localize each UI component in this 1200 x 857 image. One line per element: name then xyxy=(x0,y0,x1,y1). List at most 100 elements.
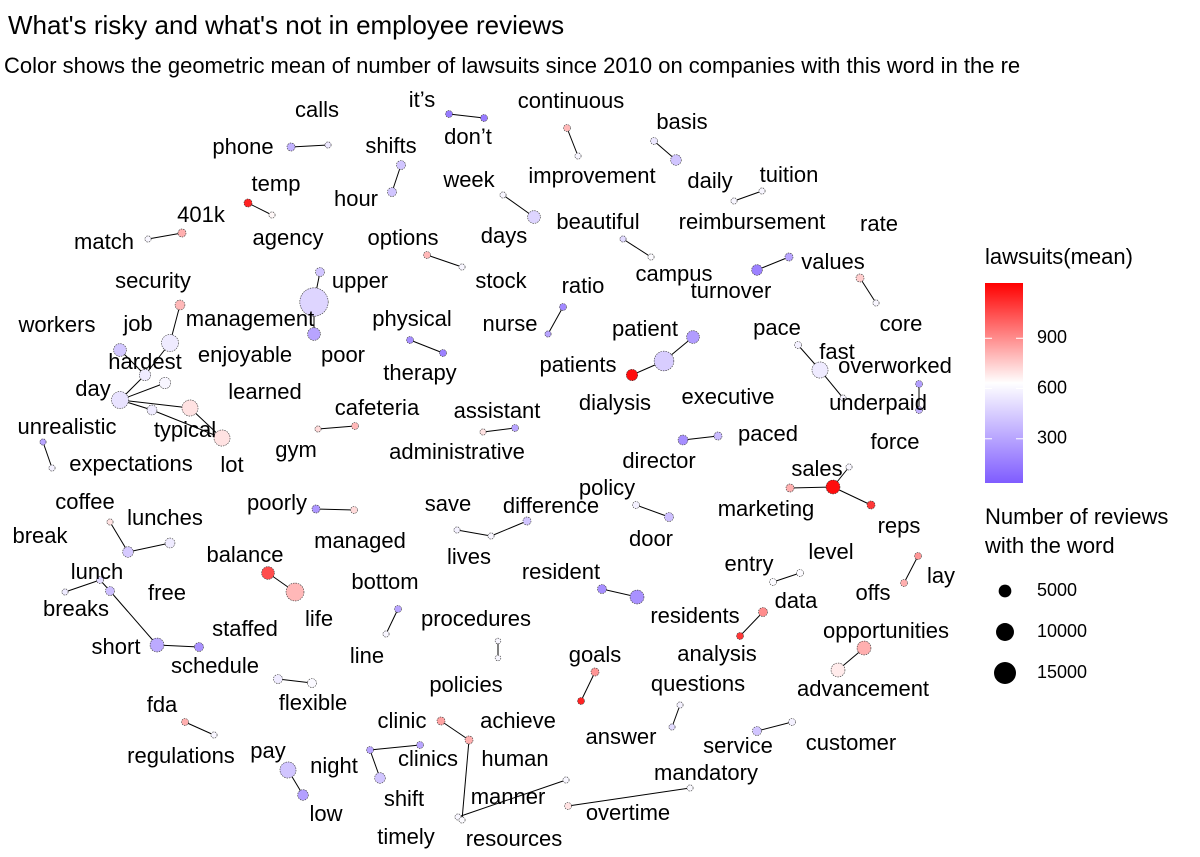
color-legend-title: lawsuits(mean) xyxy=(985,244,1133,269)
node-label: questions xyxy=(651,671,745,696)
node-label: unrealistic xyxy=(17,414,116,439)
node xyxy=(559,303,567,311)
node-label: regulations xyxy=(127,743,235,768)
node xyxy=(394,605,402,613)
node xyxy=(324,141,332,149)
edge xyxy=(733,190,763,202)
node xyxy=(839,394,847,402)
size-tick-label: 5000 xyxy=(1037,580,1077,600)
node-label: day xyxy=(75,376,110,401)
size-key xyxy=(994,662,1016,684)
node xyxy=(113,343,127,357)
node-label: data xyxy=(775,588,819,613)
node-label: assistant xyxy=(454,398,541,423)
node-label: days xyxy=(481,223,527,248)
node xyxy=(866,500,876,510)
edge xyxy=(482,427,516,433)
edge xyxy=(119,399,191,409)
node xyxy=(350,506,358,514)
size-legend-title: with the word xyxy=(984,533,1115,558)
node xyxy=(619,235,627,243)
node-label: policies xyxy=(429,672,502,697)
node xyxy=(416,741,424,749)
node-label: agency xyxy=(253,225,324,250)
node xyxy=(453,526,461,534)
node xyxy=(872,299,880,307)
node-label: line xyxy=(350,643,384,668)
node-label: procedures xyxy=(421,606,531,631)
edge xyxy=(789,486,834,489)
edge xyxy=(151,409,223,439)
node xyxy=(830,662,846,678)
node-label: free xyxy=(148,580,186,605)
node-label: tuition xyxy=(760,162,819,187)
edge xyxy=(317,425,356,430)
node-label: force xyxy=(871,429,920,454)
node xyxy=(915,406,923,414)
node-label: flexible xyxy=(279,690,347,715)
node xyxy=(668,723,676,731)
node-label: continuous xyxy=(518,88,624,113)
edge xyxy=(426,254,463,268)
node xyxy=(676,701,684,709)
node-label: job xyxy=(122,311,152,336)
node xyxy=(464,735,474,745)
node xyxy=(307,327,321,341)
node xyxy=(796,569,804,577)
node xyxy=(758,607,768,617)
node-label: patients xyxy=(539,352,616,377)
edge xyxy=(184,721,215,736)
edge xyxy=(682,435,719,441)
node-label: basis xyxy=(656,109,707,134)
node-label: stock xyxy=(475,268,527,293)
node-label: values xyxy=(801,249,865,274)
node-label: beautiful xyxy=(556,209,639,234)
edge xyxy=(490,520,528,537)
node xyxy=(563,124,571,132)
node xyxy=(396,160,406,170)
node xyxy=(315,267,325,277)
edge xyxy=(456,529,492,537)
node-label: level xyxy=(808,539,853,564)
node xyxy=(273,674,283,684)
edge xyxy=(290,144,329,148)
node-label: underpaid xyxy=(829,390,927,415)
node xyxy=(494,654,502,662)
node xyxy=(436,716,446,726)
color-tick-label: 600 xyxy=(1037,377,1067,397)
node xyxy=(382,630,390,638)
node xyxy=(914,552,922,560)
node xyxy=(590,667,600,677)
node-label: overworked xyxy=(838,353,952,378)
node-label: match xyxy=(74,229,134,254)
node xyxy=(794,341,802,349)
node-label: rate xyxy=(860,211,898,236)
node-label: pay xyxy=(250,738,285,763)
size-tick-label: 15000 xyxy=(1037,662,1087,682)
node xyxy=(825,479,841,495)
node xyxy=(845,463,853,471)
node-label: advancement xyxy=(797,676,929,701)
node xyxy=(374,772,386,784)
node-label: policy xyxy=(579,475,635,500)
edge xyxy=(369,744,421,751)
node-label: achieve xyxy=(480,708,556,733)
node-label: calls xyxy=(295,97,339,122)
chart-title: What's risky and what's not in employee … xyxy=(8,10,564,40)
node xyxy=(406,336,414,344)
node-label: improvement xyxy=(528,163,655,188)
node-label: lives xyxy=(447,544,491,569)
node xyxy=(632,501,640,509)
node-label: enjoyable xyxy=(198,342,292,367)
node-label: difference xyxy=(503,493,599,518)
edge xyxy=(42,441,53,469)
node xyxy=(784,252,794,262)
node xyxy=(181,718,189,726)
node-label: entry xyxy=(725,551,774,576)
node-label: security xyxy=(115,268,191,293)
node-label: phone xyxy=(212,134,273,159)
size-key xyxy=(998,584,1012,598)
node xyxy=(39,438,47,446)
node xyxy=(177,228,187,238)
